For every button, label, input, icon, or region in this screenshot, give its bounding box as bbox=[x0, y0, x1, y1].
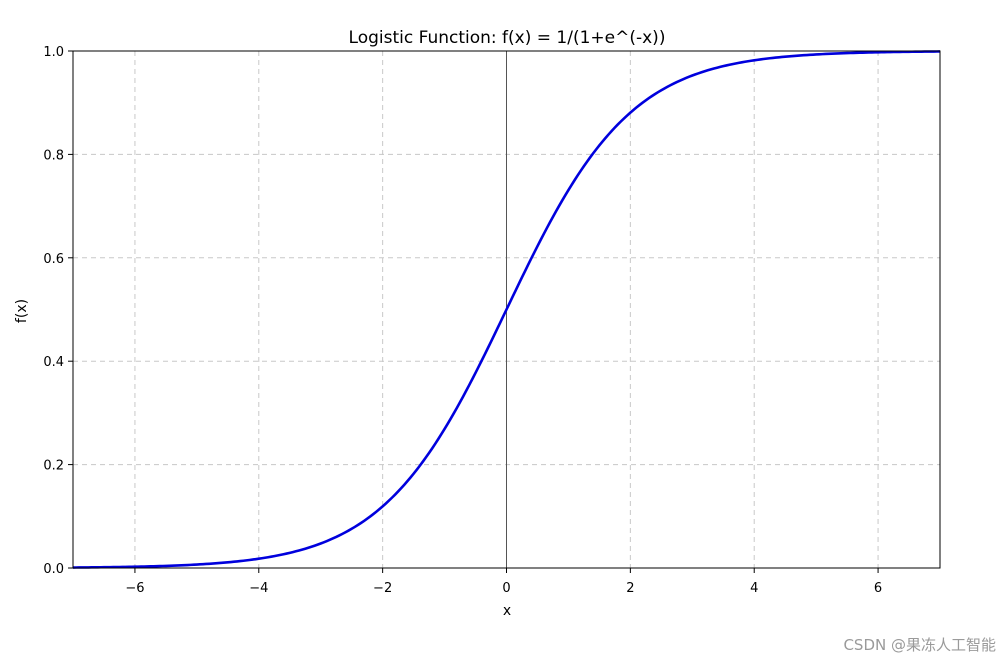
x-tick-label: −6 bbox=[125, 581, 144, 596]
x-tick-label: 2 bbox=[626, 581, 634, 596]
axis-ticks: −6 −4 −2 0 2 4 6 0.0 0.2 0.4 0.6 0.8 1.0 bbox=[43, 45, 882, 596]
x-axis-label: x bbox=[503, 603, 511, 619]
series-line bbox=[72, 50, 941, 569]
x-tick-label: −4 bbox=[249, 581, 268, 596]
y-tick-label: 0.2 bbox=[43, 459, 64, 474]
x-tick-label: 6 bbox=[874, 581, 882, 596]
x-tick-label: 0 bbox=[502, 581, 510, 596]
x-tick-label: 4 bbox=[750, 581, 758, 596]
watermark: CSDN @果冻人工智能 bbox=[843, 636, 996, 654]
x-tick-label: −2 bbox=[373, 581, 392, 596]
series-layer bbox=[72, 50, 941, 569]
y-tick-label: 0.8 bbox=[43, 148, 64, 163]
y-tick-label: 0.6 bbox=[43, 252, 64, 267]
y-axis-label: f(x) bbox=[14, 299, 30, 323]
y-tick-label: 0.4 bbox=[43, 355, 64, 370]
chart-title: Logistic Function: f(x) = 1/(1+e^(-x)) bbox=[349, 28, 666, 48]
y-tick-label: 1.0 bbox=[43, 45, 64, 60]
y-tick-label: 0.0 bbox=[43, 562, 64, 577]
